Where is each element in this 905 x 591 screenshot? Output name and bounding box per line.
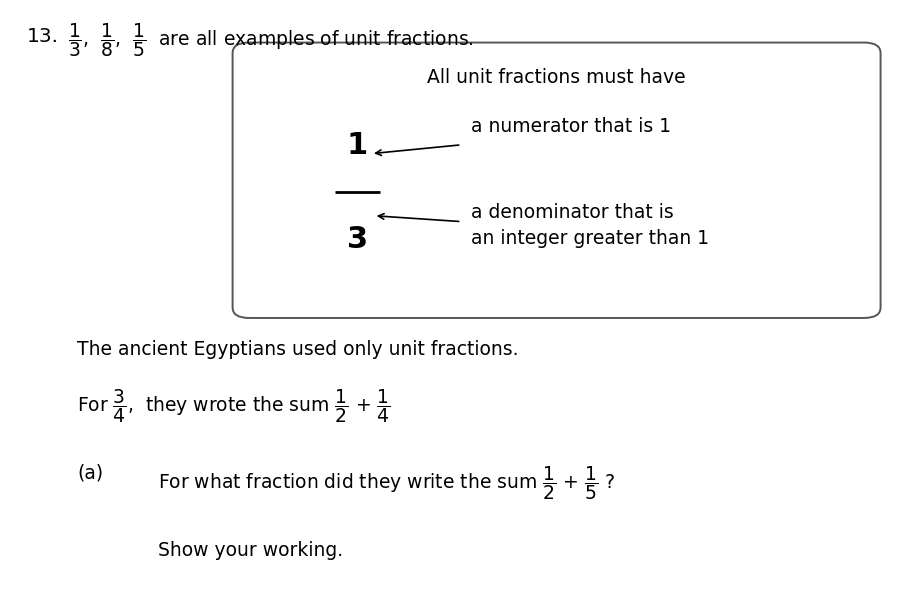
- Text: 13.: 13.: [27, 27, 59, 46]
- Text: $\dfrac{1}{3}$,  $\dfrac{1}{8}$,  $\dfrac{1}{5}$  are all examples of unit fract: $\dfrac{1}{3}$, $\dfrac{1}{8}$, $\dfrac{…: [68, 21, 473, 59]
- Text: a numerator that is 1: a numerator that is 1: [471, 117, 671, 136]
- Text: All unit fractions must have: All unit fractions must have: [427, 68, 686, 87]
- FancyBboxPatch shape: [233, 43, 881, 318]
- Text: a denominator that is: a denominator that is: [471, 203, 673, 222]
- Text: The ancient Egyptians used only unit fractions.: The ancient Egyptians used only unit fra…: [77, 340, 519, 359]
- Text: Show your working.: Show your working.: [158, 541, 344, 560]
- Text: 3: 3: [347, 225, 368, 254]
- Text: For $\dfrac{3}{4}$,  they wrote the sum $\dfrac{1}{2}$ + $\dfrac{1}{4}$: For $\dfrac{3}{4}$, they wrote the sum $…: [77, 387, 391, 425]
- Text: For what fraction did they write the sum $\dfrac{1}{2}$ + $\dfrac{1}{5}$ ?: For what fraction did they write the sum…: [158, 464, 615, 502]
- Text: (a): (a): [77, 464, 103, 483]
- Text: 1: 1: [347, 131, 368, 160]
- Text: an integer greater than 1: an integer greater than 1: [471, 229, 709, 248]
